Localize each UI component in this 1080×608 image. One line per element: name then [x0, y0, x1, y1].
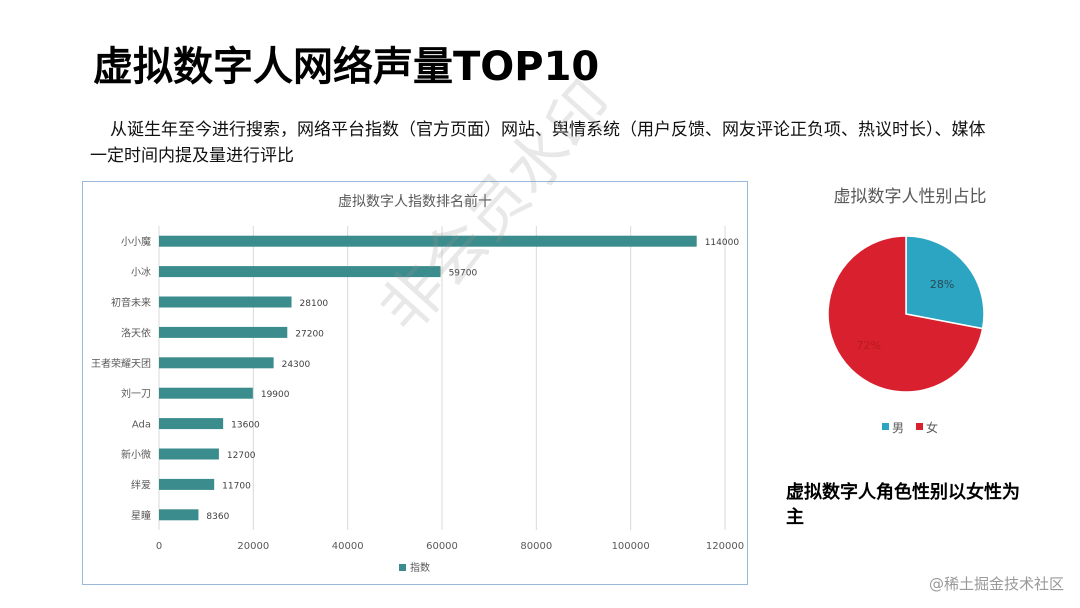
x-tick-label: 40000	[332, 541, 364, 552]
x-tick-label: 80000	[520, 541, 552, 552]
legend-label: 指数	[410, 561, 430, 574]
bar-chart-panel: 虚拟数字人指数排名前十 0 20000 40000 60000 80000 100000 12…	[82, 181, 748, 585]
conclusion-text: 虚拟数字人角色性别以女性为主	[786, 482, 1020, 528]
pie-slice	[827, 235, 984, 393]
category-label: 星瞳	[131, 509, 151, 522]
pie-title: 虚拟数字人性别占比	[834, 187, 987, 207]
bar	[159, 387, 253, 399]
bar	[159, 326, 288, 338]
legend-swatch	[916, 423, 923, 430]
pie-chart-panel: 虚拟数字人性别占比 28% 72% 男 女	[790, 176, 1030, 446]
bar	[159, 296, 292, 308]
x-tick-label: 100000	[612, 541, 650, 552]
bar	[159, 418, 224, 430]
bar	[159, 357, 274, 369]
bar-chart: 虚拟数字人指数排名前十 0 20000 40000 60000 80000 100000 12…	[91, 193, 744, 574]
category-label: 初音未来	[111, 296, 151, 309]
bar	[159, 448, 219, 460]
x-tick-label: 0	[156, 541, 162, 552]
data-label: 11700	[222, 481, 251, 491]
x-tick-label: 20000	[237, 541, 269, 552]
legend-label: 男	[892, 421, 904, 435]
legend-swatch	[882, 423, 889, 430]
category-label: Ada	[132, 420, 151, 431]
x-tick-label: 60000	[426, 541, 458, 552]
intro-text: 从诞生年至今进行搜索，网络平台指数（官方页面）网站、舆情系统（用户反馈、网友评论…	[90, 120, 986, 166]
legend-label: 女	[926, 420, 938, 435]
data-label: 59700	[449, 269, 478, 279]
data-label: 28100	[300, 299, 329, 309]
data-label: 13600	[231, 421, 260, 431]
bar	[159, 478, 215, 490]
data-label: 24300	[282, 360, 311, 370]
category-label: 刘一刀	[121, 388, 151, 400]
pie-slice	[905, 235, 985, 330]
category-label: 新小微	[121, 448, 151, 461]
x-tick-label: 120000	[706, 541, 744, 552]
legend-swatch	[399, 564, 406, 571]
slice-label: 28%	[930, 278, 954, 291]
chart-title: 虚拟数字人指数排名前十	[338, 193, 492, 210]
pie-chart: 虚拟数字人性别占比 28% 72% 男 女	[827, 187, 987, 435]
slide-title: 虚拟数字人网络声量TOP10	[93, 44, 600, 90]
category-label: 王者荣耀天团	[91, 358, 151, 370]
data-label: 27200	[295, 329, 324, 339]
data-label: 12700	[227, 451, 256, 461]
source-credit: @稀土掘金技术社区	[928, 575, 1064, 593]
slice-label: 72%	[857, 339, 881, 352]
category-label: 绊爱	[131, 478, 151, 491]
data-label: 19900	[261, 390, 290, 400]
category-label: 小冰	[131, 266, 151, 279]
data-label: 114000	[705, 238, 740, 248]
category-label: 洛天依	[121, 326, 151, 339]
bar	[159, 235, 697, 247]
category-label: 小小魔	[121, 235, 151, 248]
data-label: 8360	[206, 512, 229, 522]
bar	[159, 509, 199, 521]
bar	[159, 266, 441, 278]
